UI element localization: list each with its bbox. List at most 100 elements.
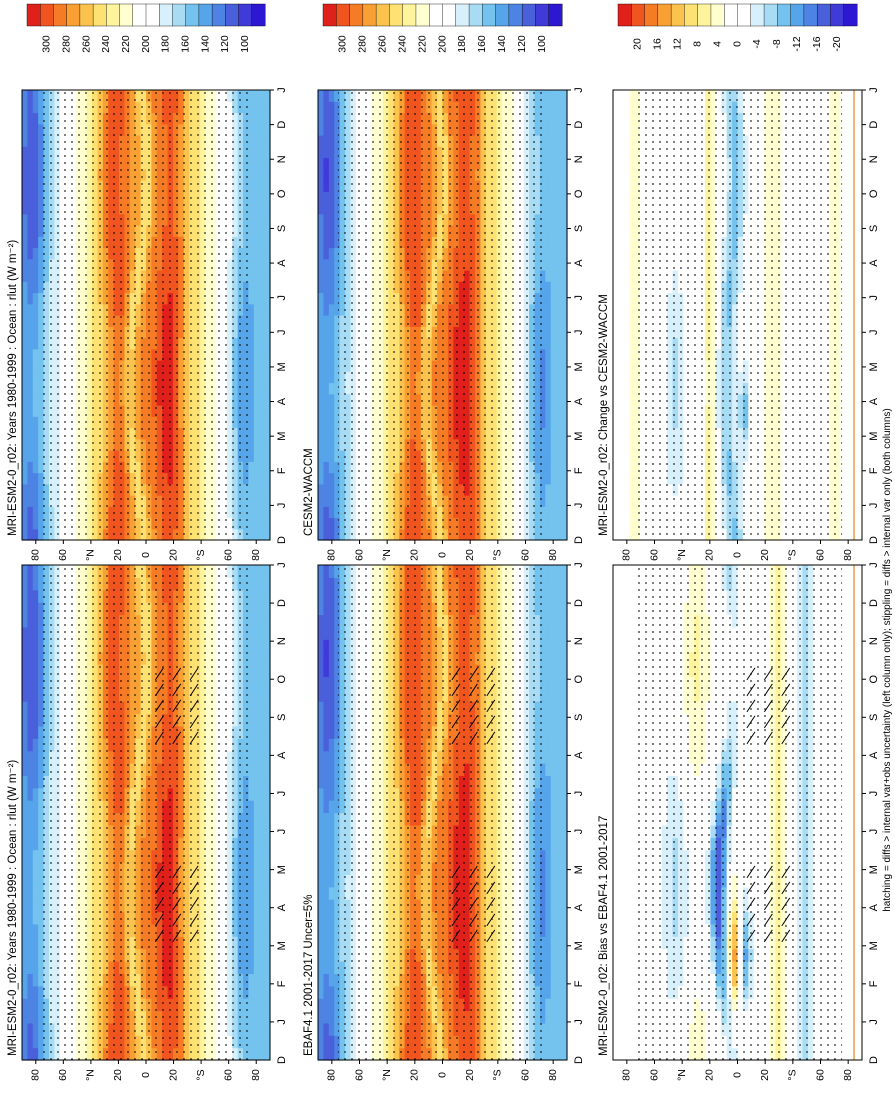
- field-cell: [259, 911, 266, 925]
- hatch-mark: [154, 897, 164, 911]
- colorbar-swatch: [225, 3, 240, 27]
- field-cell: [264, 725, 271, 739]
- colorbar-swatch: [172, 3, 187, 27]
- field-cell: [253, 985, 260, 999]
- field-cell: [550, 837, 557, 851]
- field-cell: [545, 936, 552, 950]
- field-cell: [550, 886, 557, 900]
- colorbar-swatch: [66, 3, 81, 27]
- field-cell: [253, 862, 260, 875]
- field-cell: [556, 812, 563, 826]
- field-cell: [22, 101, 28, 114]
- field-cell: [318, 899, 325, 913]
- field-cell: [556, 1035, 563, 1049]
- field-cell: [556, 824, 563, 838]
- field-cell: [323, 837, 330, 851]
- colorbar-label: 180: [160, 35, 172, 53]
- month-label: N: [276, 155, 288, 163]
- field-cell: [38, 602, 45, 616]
- field-cell: [264, 812, 271, 826]
- field-cell: [32, 911, 39, 925]
- field-cell: [27, 837, 34, 851]
- field-cell: [323, 862, 330, 875]
- hatch-mark: [189, 715, 199, 729]
- field-cell: [259, 360, 266, 372]
- field-cell: [264, 382, 271, 395]
- hatch-mark: [189, 897, 199, 911]
- month-label: J: [276, 87, 288, 93]
- field-cell: [22, 236, 28, 249]
- hatch-mark: [154, 699, 164, 713]
- field-cell: [27, 168, 34, 181]
- field-cell: [32, 602, 39, 616]
- field-cell: [38, 506, 45, 519]
- field-cell: [318, 998, 325, 1012]
- field-cell: [22, 180, 28, 192]
- field-cell: [259, 270, 266, 282]
- field-cell: [248, 315, 255, 327]
- field-cell: [32, 874, 39, 888]
- field-cell: [38, 90, 45, 102]
- field-cell: [259, 450, 266, 462]
- field-cell: [248, 725, 255, 739]
- field-cell: [27, 899, 34, 913]
- field-cell: [259, 382, 266, 395]
- field-cell: [264, 427, 271, 440]
- field-cell: [264, 292, 271, 305]
- field-cell: [27, 725, 34, 739]
- field-cell: [27, 688, 34, 702]
- field-cell: [22, 936, 28, 950]
- field-cell: [328, 1047, 335, 1061]
- field-cell: [32, 371, 39, 384]
- month-label: F: [276, 980, 288, 987]
- field-cell: [253, 438, 260, 451]
- field-cell: [259, 849, 266, 863]
- field-cell: [318, 1035, 325, 1049]
- field-cell: [264, 326, 271, 339]
- field-cell: [22, 589, 28, 603]
- field-cell: [318, 812, 325, 826]
- month-label: O: [276, 675, 288, 684]
- field-cell: [264, 1035, 271, 1049]
- field-cell: [253, 1022, 260, 1036]
- field-cell: [556, 874, 563, 888]
- month-label: O: [276, 189, 288, 198]
- field-cell: [32, 1035, 39, 1049]
- field-cell: [264, 577, 271, 591]
- field-cell: [334, 948, 341, 962]
- field-cell: [27, 258, 34, 271]
- field-cell: [22, 315, 28, 327]
- field-cell: [264, 973, 271, 987]
- field-cell: [22, 90, 28, 102]
- field-cell: [27, 1035, 34, 1049]
- field-cell: [27, 614, 34, 628]
- lat-label: 20: [167, 1069, 179, 1081]
- field-cell: [248, 225, 255, 237]
- field-cell: [550, 775, 557, 789]
- field-cell: [22, 427, 28, 440]
- field-cell: [253, 393, 260, 406]
- field-cell: [253, 517, 260, 530]
- field-cell: [38, 886, 45, 900]
- lat-label: 20: [112, 1069, 124, 1081]
- field-cell: [318, 1047, 325, 1061]
- field-cell: [264, 438, 271, 451]
- field-cell: [38, 824, 45, 838]
- field-cell: [32, 639, 39, 653]
- field-cell: [27, 506, 34, 519]
- field-cell: [27, 247, 34, 260]
- lat-label: 80: [250, 1069, 262, 1081]
- field-cell: [38, 639, 45, 653]
- field-cell: [22, 849, 28, 863]
- field-cell: [32, 270, 39, 282]
- field-cell: [323, 874, 330, 888]
- field-cell: [22, 281, 28, 294]
- field-cell: [550, 862, 557, 875]
- field-cell: [22, 676, 28, 690]
- field-cell: [259, 1047, 266, 1061]
- hatch-mark: [189, 667, 199, 681]
- field-cell: [264, 168, 271, 181]
- field-cell: [259, 517, 266, 530]
- field-cell: [38, 528, 45, 541]
- field-cell: [556, 1047, 563, 1061]
